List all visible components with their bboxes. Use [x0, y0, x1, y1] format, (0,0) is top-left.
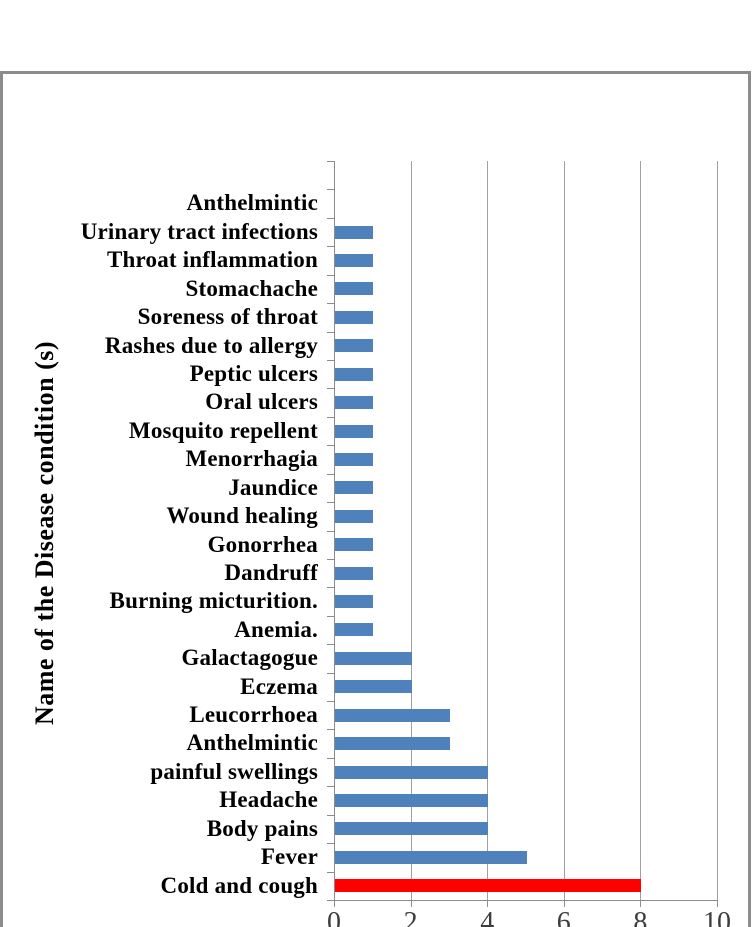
- bar-anemia-: [335, 623, 374, 637]
- bar-galactagogue: [335, 651, 412, 665]
- y-axis-tick: [327, 900, 334, 901]
- bar-dandruff: [335, 566, 374, 580]
- x-axis-tick-0: [334, 900, 335, 907]
- y-axis-tick: [327, 502, 334, 504]
- y-axis-tick: [327, 729, 334, 731]
- bar-menorrhagia: [335, 452, 374, 466]
- y-axis-tick: [327, 701, 334, 703]
- y-axis-tick: [327, 388, 334, 390]
- category-label: Stomachache: [185, 275, 318, 301]
- category-label: Gonorrhea: [207, 531, 318, 557]
- category-label: Jaundice: [228, 474, 318, 500]
- bar-body-pains: [335, 822, 489, 836]
- category-label: Mosquito repellent: [128, 417, 318, 443]
- bar-highlight-cold-and-cough: [335, 879, 642, 893]
- category-label: Fever: [260, 844, 318, 870]
- x-axis-label-6: 6: [556, 907, 571, 927]
- bar-rashes-due-to-allergy: [335, 339, 374, 353]
- gridline-x-6: [563, 161, 565, 900]
- y-axis-tick: [327, 274, 334, 276]
- bar-urinary-tract-infections: [335, 225, 374, 239]
- y-axis-tick: [327, 587, 334, 589]
- category-label: Dandruff: [224, 559, 318, 585]
- category-label: Cold and cough: [160, 872, 318, 898]
- y-axis-tick: [327, 445, 334, 447]
- y-axis-tick: [327, 644, 334, 646]
- y-axis-tick: [327, 303, 334, 305]
- y-axis-tick: [327, 672, 334, 674]
- y-axis-tick: [327, 246, 334, 248]
- bar-mosquito-repellent: [335, 424, 374, 438]
- bar-wound-healing: [335, 509, 374, 523]
- category-label: Body pains: [206, 815, 318, 841]
- y-axis-tick: [327, 757, 334, 759]
- category-label: Rashes due to allergy: [104, 332, 318, 358]
- x-axis-tick-4: [487, 900, 489, 907]
- gridline-x-4: [487, 161, 489, 900]
- category-label: Throat inflammation: [106, 247, 318, 273]
- category-label: Leucorrhoea: [189, 702, 318, 728]
- bar-soreness-of-throat: [335, 310, 374, 324]
- category-label: Galactagogue: [181, 645, 318, 671]
- y-axis-tick: [327, 217, 334, 219]
- x-axis-line: [327, 900, 718, 901]
- category-label: Wound healing: [166, 503, 318, 529]
- category-label: Anemia.: [234, 616, 318, 642]
- x-axis-label-2: 2: [403, 907, 418, 927]
- x-axis-label-10: 10: [703, 907, 731, 927]
- category-label: Headache: [219, 787, 318, 813]
- x-axis-label-0: 0: [327, 907, 341, 927]
- y-axis-tick: [327, 189, 334, 191]
- bar-throat-inflammation: [335, 253, 374, 267]
- y-axis-tick: [327, 161, 334, 162]
- x-axis-tick-6: [563, 900, 565, 907]
- category-label: painful swellings: [150, 758, 318, 784]
- x-axis-tick-8: [640, 900, 642, 907]
- y-axis-tick: [327, 558, 334, 560]
- y-axis-tick: [327, 359, 334, 361]
- bar-eczema: [335, 680, 412, 694]
- y-axis-tick: [327, 473, 334, 475]
- category-label: Anthelmintic: [186, 730, 318, 756]
- category-label: Menorrhagia: [185, 446, 318, 472]
- category-label: Oral ulcers: [205, 389, 318, 415]
- bar-fever: [335, 850, 527, 864]
- y-axis-tick: [327, 416, 334, 418]
- bar-burning-micturition-: [335, 595, 374, 609]
- x-axis-tick-2: [410, 900, 412, 907]
- bar-stomachache: [335, 282, 374, 296]
- category-label: Burning micturition.: [109, 588, 318, 614]
- x-axis-label-8: 8: [633, 907, 648, 927]
- chart-border-box: [0, 71, 751, 927]
- bar-leucorrhoea: [335, 708, 450, 722]
- gridline-x-2: [410, 161, 412, 900]
- bar-oral-ulcers: [335, 396, 374, 410]
- bar-gonorrhea: [335, 538, 374, 552]
- category-label: Soreness of throat: [137, 304, 318, 330]
- category-label: Urinary tract infections: [80, 218, 318, 244]
- bar-anthelmintic: [335, 737, 450, 751]
- y-axis-tick: [327, 786, 334, 788]
- x-axis-tick-10: [717, 900, 718, 907]
- category-label: Anthelmintic: [186, 190, 318, 216]
- y-axis-line: [334, 161, 335, 901]
- y-axis-tick: [327, 814, 334, 816]
- bar-headache: [335, 794, 489, 808]
- category-label: Peptic ulcers: [189, 360, 318, 386]
- bar-jaundice: [335, 481, 374, 495]
- y-axis-tick: [327, 530, 334, 532]
- y-axis-tick: [327, 615, 334, 617]
- x-axis-label-4: 4: [480, 907, 495, 927]
- bar-painful-swellings: [335, 765, 489, 779]
- y-axis-tick: [327, 871, 334, 873]
- bar-peptic-ulcers: [335, 367, 374, 381]
- y-axis-tick: [327, 843, 334, 845]
- gridline-x-8: [640, 161, 642, 900]
- category-label: Eczema: [240, 673, 318, 699]
- y-axis-tick: [327, 331, 334, 333]
- gridline-x-10: [717, 161, 718, 900]
